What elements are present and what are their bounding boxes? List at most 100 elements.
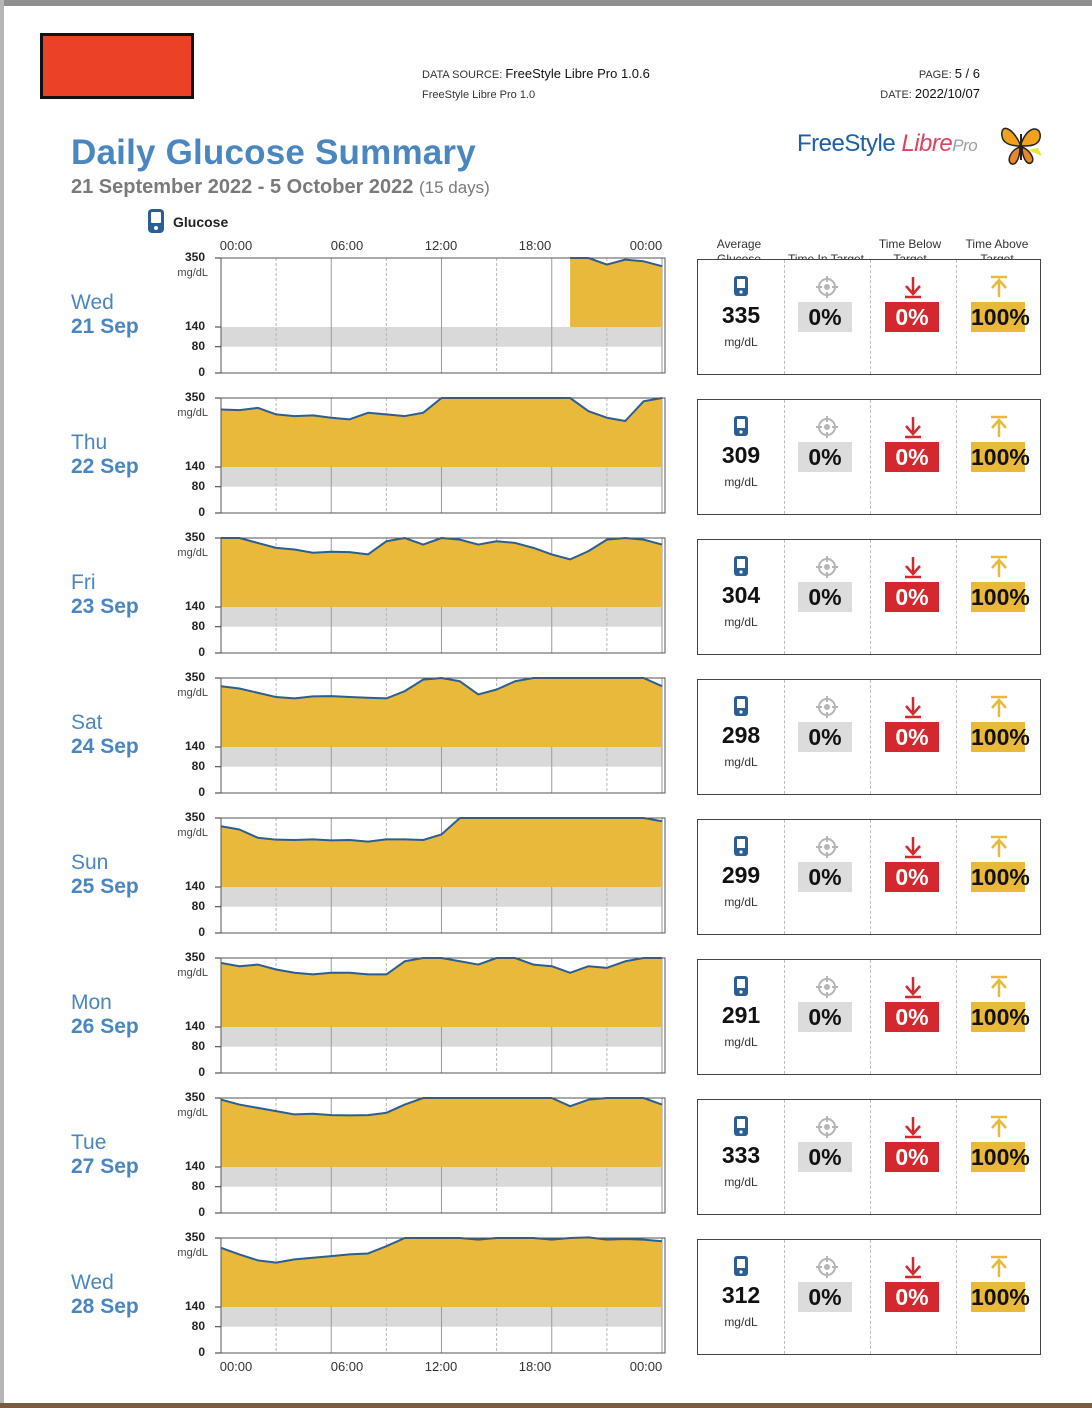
arrow-down-icon [870, 975, 956, 1004]
time-in-target-cell: 0% [784, 960, 870, 1074]
time-in-target-cell: 0% [784, 540, 870, 654]
day-date: 27 Sep [71, 1155, 139, 1178]
day-date: 25 Sep [71, 875, 139, 898]
time-below-target-value: 0% [885, 1282, 939, 1312]
stats-divider [870, 960, 871, 1074]
stats-divider [784, 960, 785, 1074]
glucose-area [221, 1237, 662, 1307]
y-tick-label: 350 [184, 1230, 205, 1244]
time-above-target-cell: 100% [956, 1240, 1042, 1354]
time-tick-label: 00:00 [219, 238, 253, 253]
data-source-label: DATA SOURCE: [422, 69, 503, 81]
time-below-target-value: 0% [885, 1002, 939, 1032]
y-tick-label: 140 [184, 1019, 205, 1033]
plot-frame [220, 1237, 666, 1354]
time-in-target-cell: 0% [784, 820, 870, 934]
stats-divider [870, 540, 871, 654]
daily-stats-box: 298 mg/dL 0% 0% 100% [697, 679, 1041, 795]
y-tick-label: 140 [184, 319, 205, 333]
time-in-target-cell: 0% [784, 260, 870, 374]
time-in-target-value: 0% [798, 582, 852, 612]
time-below-target-value: 0% [885, 302, 939, 332]
time-above-target-value: 100% [971, 722, 1030, 752]
time-above-target-cell: 100% [956, 540, 1042, 654]
average-glucose-value: 299 [721, 862, 761, 888]
y-tick-label: 80 [191, 338, 205, 353]
day-weekday: Mon [71, 991, 112, 1014]
glucose-chart [215, 1097, 666, 1214]
time-below-target-value: 0% [885, 442, 939, 472]
average-glucose-value: 335 [721, 302, 761, 328]
y-unit-label: mg/dL [177, 967, 208, 979]
y-tick-label: 80 [191, 1178, 205, 1193]
average-glucose-unit: mg/dL [724, 755, 758, 769]
time-in-target-cell: 0% [784, 400, 870, 514]
days-count: (15 days) [418, 178, 490, 197]
data-source: DATA SOURCE: FreeStyle Libre Pro 1.0.6 [422, 66, 650, 81]
glucose-area [221, 1098, 662, 1167]
arrow-up-icon [956, 1255, 1042, 1284]
page-value: 5 / 6 [954, 66, 980, 81]
stats-divider [870, 820, 871, 934]
time-tick-label: 12:00 [424, 1359, 458, 1374]
day-label: Sun 25 Sep [71, 851, 139, 899]
time-below-target-cell: 0% [870, 960, 956, 1074]
y-tick-label: 80 [191, 1318, 205, 1333]
daily-stats-box: 335 mg/dL 0% 0% 100% [697, 259, 1041, 375]
target-icon [784, 415, 870, 444]
glucose-reader-icon [698, 415, 784, 442]
y-tick-label: 0 [198, 365, 205, 379]
butterfly-icon [1001, 127, 1042, 165]
stats-divider [956, 960, 957, 1074]
y-tick-label: 140 [184, 459, 205, 473]
arrow-up-icon [956, 275, 1042, 304]
daily-stats-box: 333 mg/dL 0% 0% 100% [697, 1099, 1041, 1215]
day-weekday: Fri [71, 571, 96, 594]
time-below-target-value: 0% [885, 722, 939, 752]
day-date: 23 Sep [71, 595, 139, 618]
time-below-target-value: 0% [885, 1142, 939, 1172]
arrow-up-icon [956, 975, 1042, 1004]
time-tick-label: 00:00 [629, 1359, 663, 1374]
time-below-target-cell: 0% [870, 1240, 956, 1354]
average-glucose-cell: 291 mg/dL [698, 960, 784, 1074]
plot-frame [220, 677, 666, 794]
average-glucose-cell: 298 mg/dL [698, 680, 784, 794]
arrow-up-icon [956, 1115, 1042, 1144]
time-above-target-cell: 100% [956, 1100, 1042, 1214]
time-below-target-value: 0% [885, 862, 939, 892]
glucose-area [221, 398, 662, 467]
time-below-target-cell: 0% [870, 1100, 956, 1214]
y-tick-label: 140 [184, 599, 205, 613]
stats-divider [870, 400, 871, 514]
logo-pro: Pro [952, 136, 978, 155]
plot-frame [220, 817, 666, 934]
y-tick-label: 0 [198, 1345, 205, 1359]
daily-stats-box: 304 mg/dL 0% 0% 100% [697, 539, 1041, 655]
stats-divider [784, 400, 785, 514]
time-in-target-value: 0% [798, 442, 852, 472]
freestyle-libre-logo: FreeStyle LibrePro [797, 130, 978, 158]
glucose-chart [215, 817, 666, 934]
glucose-chart [215, 957, 666, 1074]
data-source-sub: FreeStyle Libre Pro 1.0 [422, 89, 536, 101]
window-bottom-border [0, 1403, 1092, 1408]
stats-divider [784, 540, 785, 654]
plot-frame [220, 397, 666, 514]
time-above-target-cell: 100% [956, 680, 1042, 794]
page-number: PAGE: 5 / 6 [858, 66, 980, 81]
average-glucose-unit: mg/dL [724, 1315, 758, 1329]
target-icon [784, 275, 870, 304]
time-below-target-value: 0% [885, 582, 939, 612]
time-tick-label: 18:00 [518, 238, 552, 253]
y-tick-label: 350 [184, 530, 205, 544]
time-above-target-cell: 100% [956, 960, 1042, 1074]
time-in-target-value: 0% [798, 1282, 852, 1312]
time-in-target-value: 0% [798, 302, 852, 332]
date-value: 2022/10/07 [914, 86, 980, 101]
glucose-area [221, 678, 662, 747]
glucose-reader-icon [698, 695, 784, 722]
glucose-chart [215, 1236, 666, 1354]
average-glucose-cell: 333 mg/dL [698, 1100, 784, 1214]
date-range: 21 September 2022 - 5 October 2022 (15 d… [71, 176, 490, 199]
